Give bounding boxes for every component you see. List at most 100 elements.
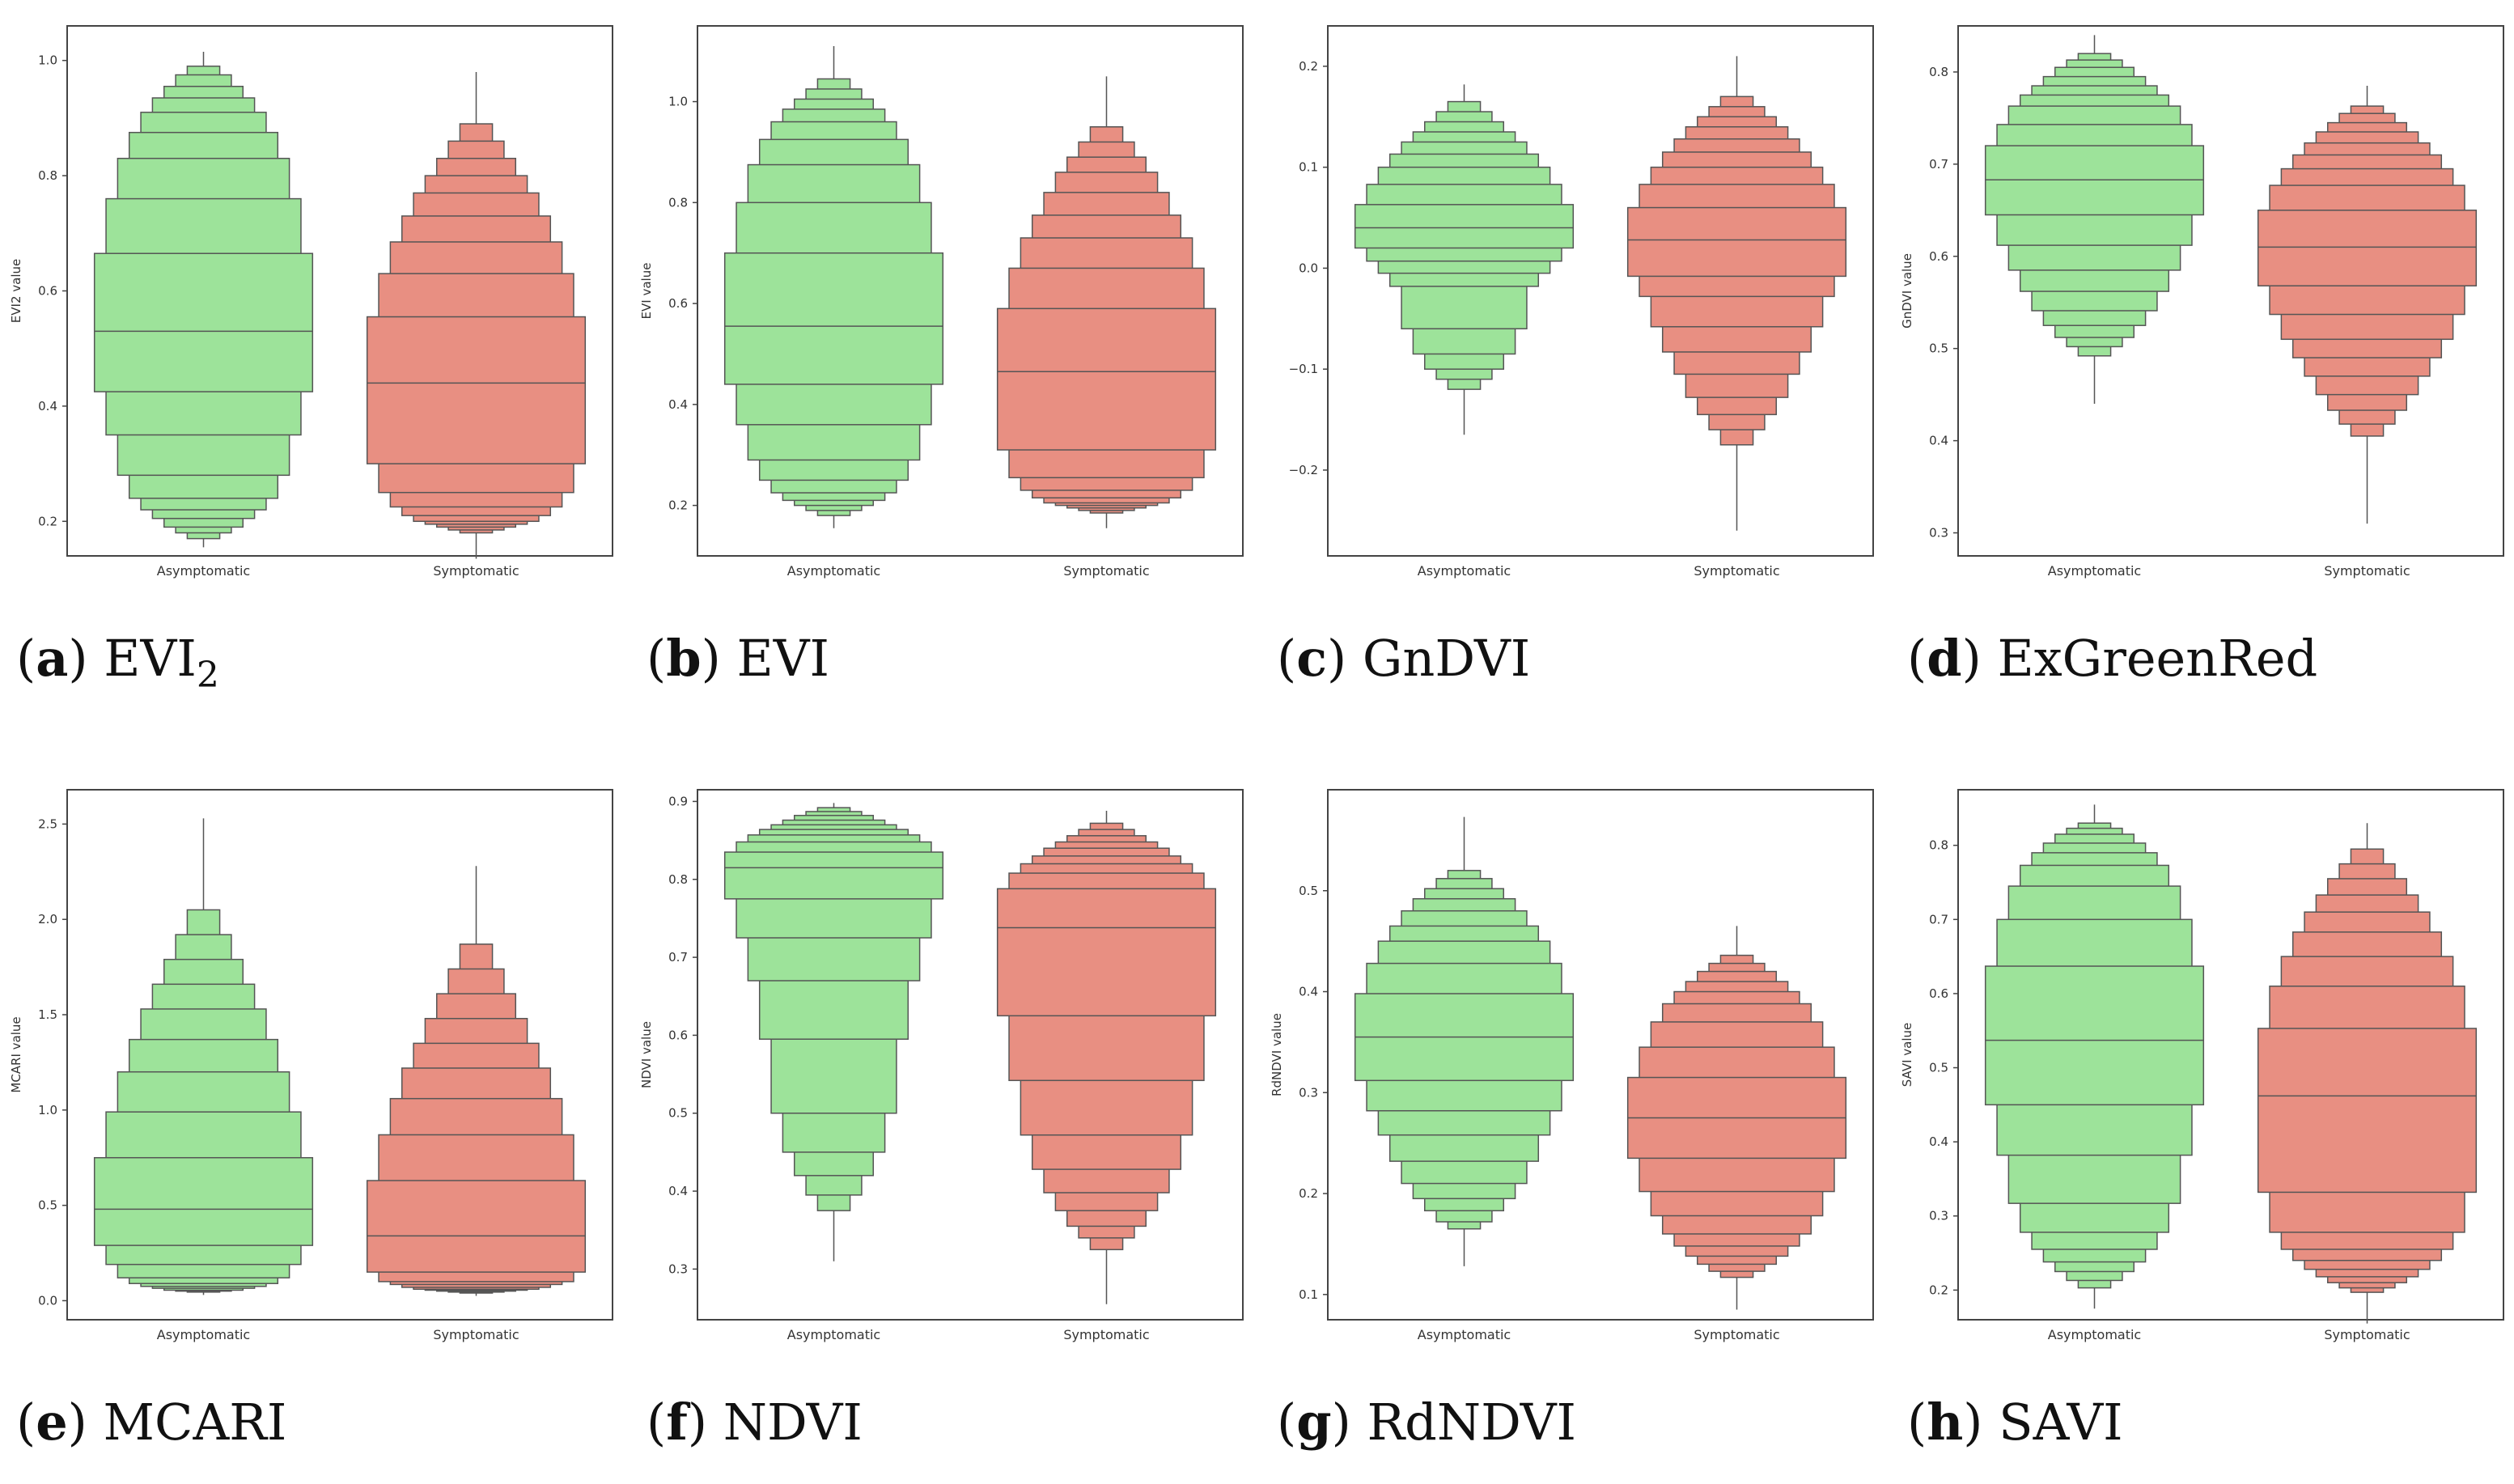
axes-frame — [697, 789, 1244, 1321]
y-tick-label: 0.5 — [38, 1198, 57, 1213]
y-tick-label: 0.3 — [1929, 1209, 1948, 1223]
panel-b: 0.2 0.4 0.6 0.8 1.0 EVI value Asymptomatic Symp… — [639, 25, 1244, 688]
y-axis-label: SAVI value — [1900, 1023, 1914, 1088]
series-symptomatic — [366, 71, 587, 559]
y-tick-label: 0.2 — [38, 514, 57, 528]
y-axis-label: MCARI value — [9, 1016, 23, 1092]
panel-caption: (c) GnDVI — [1277, 629, 1530, 688]
category-label: Asymptomatic — [787, 1327, 880, 1342]
panel-a: 0.2 0.4 0.6 0.8 1.0 EVI2 value Asymptomatic Sym… — [9, 25, 613, 696]
y-axis-label: RdNDVI value — [1270, 1013, 1284, 1096]
y-tick-label: 0.6 — [1929, 986, 1948, 1001]
panel-f: 0.3 0.4 0.5 0.6 0.7 0.8 0.9 NDVI value Asymptoma… — [639, 789, 1244, 1452]
y-tick-label: 0.2 — [1299, 59, 1318, 74]
series-symptomatic — [2257, 86, 2478, 524]
category-label: Symptomatic — [1063, 563, 1149, 579]
letter-value-box — [723, 851, 944, 900]
letter-value-box — [2257, 1028, 2478, 1194]
category-label: Asymptomatic — [1418, 1327, 1511, 1342]
series-symptomatic — [2257, 823, 2478, 1324]
y-tick-label: 0.0 — [1299, 261, 1318, 275]
letter-value-box — [366, 1180, 587, 1273]
y-tick-label: 0.3 — [1299, 1085, 1318, 1100]
panel-caption: (f) NDVI — [647, 1393, 863, 1452]
y-tick-label: −0.2 — [1289, 463, 1318, 477]
panel-caption: (d) ExGreenRed — [1907, 629, 2317, 688]
series-asymptomatic — [93, 52, 314, 548]
panel-caption: (a) EVI2 — [16, 629, 219, 696]
y-tick-label: 0.7 — [1929, 157, 1948, 172]
y-axis-label: GnDVI value — [1900, 253, 1914, 329]
series-asymptomatic — [723, 45, 944, 528]
category-label: Symptomatic — [1694, 1327, 1779, 1342]
letter-value-box — [93, 1156, 314, 1246]
axes-frame — [697, 25, 1244, 557]
category-label: Symptomatic — [1063, 1327, 1149, 1342]
y-tick-label: 0.6 — [668, 296, 688, 311]
panel-e: 0.0 0.5 1.0 1.5 2.0 2.5 MCARI value Asymptomati… — [9, 789, 613, 1452]
y-tick-label: 0.8 — [1929, 838, 1948, 853]
letter-value-box — [996, 888, 1217, 1017]
series-symptomatic — [996, 811, 1217, 1304]
category-label: Asymptomatic — [1418, 563, 1511, 579]
axes-frame — [1327, 789, 1874, 1321]
letter-value-box — [93, 252, 314, 392]
category-label: Asymptomatic — [787, 563, 880, 579]
y-tick-label: 0.1 — [1299, 1287, 1318, 1302]
y-tick-label: 0.4 — [1929, 434, 1948, 448]
y-axis-label: EVI value — [639, 263, 654, 320]
y-tick-label: 0.4 — [1929, 1134, 1948, 1149]
y-axis-label: NDVI value — [639, 1021, 654, 1088]
letter-value-box — [1354, 204, 1575, 249]
axes-frame — [66, 789, 613, 1321]
letter-value-box — [2257, 210, 2478, 286]
y-tick-label: 0.7 — [1929, 912, 1948, 926]
series-asymptomatic — [1984, 35, 2205, 405]
y-tick-label: 0.5 — [668, 1106, 688, 1121]
y-tick-label: 0.5 — [1929, 1061, 1948, 1075]
series-symptomatic — [1626, 926, 1847, 1310]
panel-h: 0.2 0.3 0.4 0.5 0.6 0.7 0.8 SAVI value Asymptoma… — [1900, 789, 2504, 1452]
y-tick-label: 0.1 — [1299, 160, 1318, 175]
y-tick-label: 0.8 — [1929, 65, 1948, 79]
y-tick-label: 0.8 — [668, 872, 688, 887]
category-label: Symptomatic — [433, 563, 519, 579]
letter-value-box — [996, 307, 1217, 451]
category-label: Symptomatic — [2324, 563, 2410, 579]
y-tick-label: 0.6 — [38, 284, 57, 299]
series-asymptomatic — [93, 818, 314, 1295]
category-label: Symptomatic — [433, 1327, 519, 1342]
y-tick-label: 0.4 — [668, 1184, 688, 1198]
series-asymptomatic — [1984, 804, 2205, 1309]
y-tick-label: 1.0 — [38, 1103, 57, 1117]
y-tick-label: 0.3 — [1929, 526, 1948, 541]
y-tick-label: 1.5 — [38, 1007, 57, 1022]
panel-caption: (e) MCARI — [16, 1393, 286, 1452]
series-asymptomatic — [1354, 816, 1575, 1266]
letter-value-box — [1984, 965, 2205, 1106]
series-symptomatic — [366, 866, 587, 1296]
panel-caption: (g) RdNDVI — [1277, 1393, 1576, 1452]
panel-c: −0.2 −0.1 0.0 0.1 0.2 Asymptomatic Symptomatic… — [1277, 25, 1874, 688]
series-asymptomatic — [1354, 84, 1575, 435]
category-label: Asymptomatic — [2048, 1327, 2141, 1342]
y-tick-label: 0.2 — [668, 498, 688, 513]
category-label: Symptomatic — [1694, 563, 1779, 579]
axes-frame — [1327, 25, 1874, 557]
y-tick-label: 0.6 — [668, 1028, 688, 1042]
axes-frame — [1957, 25, 2504, 557]
y-tick-label: −0.1 — [1289, 362, 1318, 376]
y-tick-label: 0.5 — [1929, 341, 1948, 356]
panel-caption: (b) EVI — [647, 629, 829, 688]
letter-value-box — [1626, 206, 1847, 278]
panel-caption: (h) SAVI — [1907, 1393, 2123, 1452]
y-tick-label: 2.5 — [38, 816, 57, 831]
y-tick-label: 0.8 — [668, 195, 688, 210]
category-label: Asymptomatic — [157, 563, 250, 579]
panel-g: 0.1 0.2 0.3 0.4 0.5 RdNDVI value Asymptomatic S… — [1270, 789, 1874, 1452]
y-tick-label: 0.2 — [1929, 1283, 1948, 1297]
y-axis-label: EVI2 value — [9, 259, 23, 323]
y-tick-label: 0.9 — [668, 794, 688, 808]
y-tick-label: 2.0 — [38, 912, 57, 926]
